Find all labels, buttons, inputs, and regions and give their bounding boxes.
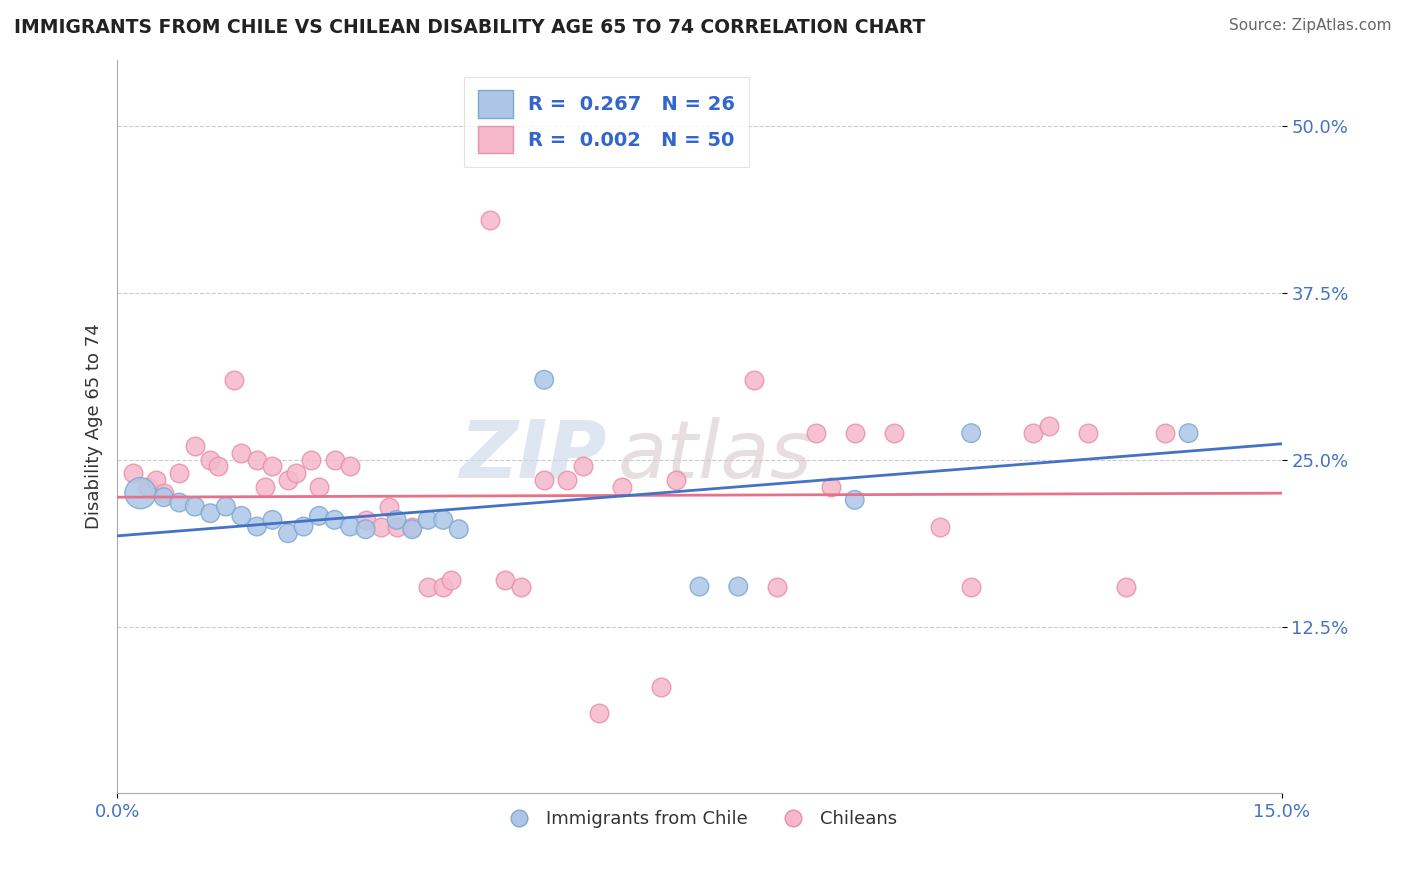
Point [169, 495, 191, 509]
Point [246, 519, 269, 533]
Point [292, 519, 315, 533]
Point [129, 486, 152, 500]
Point [299, 453, 322, 467]
Point [440, 573, 463, 587]
Point [1038, 419, 1060, 434]
Point [308, 508, 330, 523]
Point [533, 373, 555, 387]
Point [447, 522, 470, 536]
Point [494, 573, 516, 587]
Point [215, 500, 238, 514]
Text: Source: ZipAtlas.com: Source: ZipAtlas.com [1229, 18, 1392, 33]
Point [277, 473, 299, 487]
Point [385, 519, 408, 533]
Point [354, 522, 377, 536]
Point [284, 466, 307, 480]
Point [253, 479, 276, 493]
Point [401, 519, 423, 533]
Point [572, 459, 595, 474]
Point [370, 519, 392, 533]
Point [432, 513, 454, 527]
Point [727, 580, 749, 594]
Legend: Immigrants from Chile, Chileans: Immigrants from Chile, Chileans [494, 803, 905, 836]
Point [308, 479, 330, 493]
Point [478, 212, 501, 227]
Point [231, 446, 253, 460]
Point [222, 373, 245, 387]
Point [766, 580, 789, 594]
Point [1022, 426, 1045, 441]
Point [401, 522, 423, 536]
Point [416, 513, 439, 527]
Point [844, 426, 866, 441]
Point [509, 580, 531, 594]
Point [665, 473, 688, 487]
Point [378, 500, 401, 514]
Point [820, 479, 842, 493]
Point [1154, 426, 1177, 441]
Point [339, 459, 361, 474]
Point [588, 706, 610, 721]
Point [145, 473, 167, 487]
Point [354, 513, 377, 527]
Point [231, 508, 253, 523]
Point [610, 479, 633, 493]
Point [960, 426, 983, 441]
Point [246, 453, 269, 467]
Point [121, 466, 143, 480]
Y-axis label: Disability Age 65 to 74: Disability Age 65 to 74 [86, 324, 103, 529]
Point [557, 473, 579, 487]
Point [184, 440, 207, 454]
Point [650, 680, 672, 694]
Point [339, 519, 361, 533]
Point [416, 580, 439, 594]
Point [262, 459, 284, 474]
Point [844, 492, 866, 507]
Point [152, 490, 174, 504]
Point [1177, 426, 1199, 441]
Point [432, 580, 454, 594]
Point [688, 580, 710, 594]
Text: ZIP: ZIP [458, 417, 606, 495]
Point [323, 513, 346, 527]
Point [323, 453, 346, 467]
Point [1077, 426, 1099, 441]
Point [883, 426, 905, 441]
Point [742, 373, 765, 387]
Point [207, 459, 229, 474]
Point [169, 466, 191, 480]
Point [262, 513, 284, 527]
Point [929, 519, 952, 533]
Point [533, 473, 555, 487]
Point [804, 426, 827, 441]
Text: atlas: atlas [619, 417, 813, 495]
Point [136, 479, 159, 493]
Point [277, 526, 299, 541]
Point [184, 500, 207, 514]
Text: IMMIGRANTS FROM CHILE VS CHILEAN DISABILITY AGE 65 TO 74 CORRELATION CHART: IMMIGRANTS FROM CHILE VS CHILEAN DISABIL… [14, 18, 925, 37]
Point [385, 513, 408, 527]
Point [960, 580, 983, 594]
Point [200, 453, 222, 467]
Point [200, 506, 222, 520]
Point [152, 486, 174, 500]
Point [1115, 580, 1137, 594]
